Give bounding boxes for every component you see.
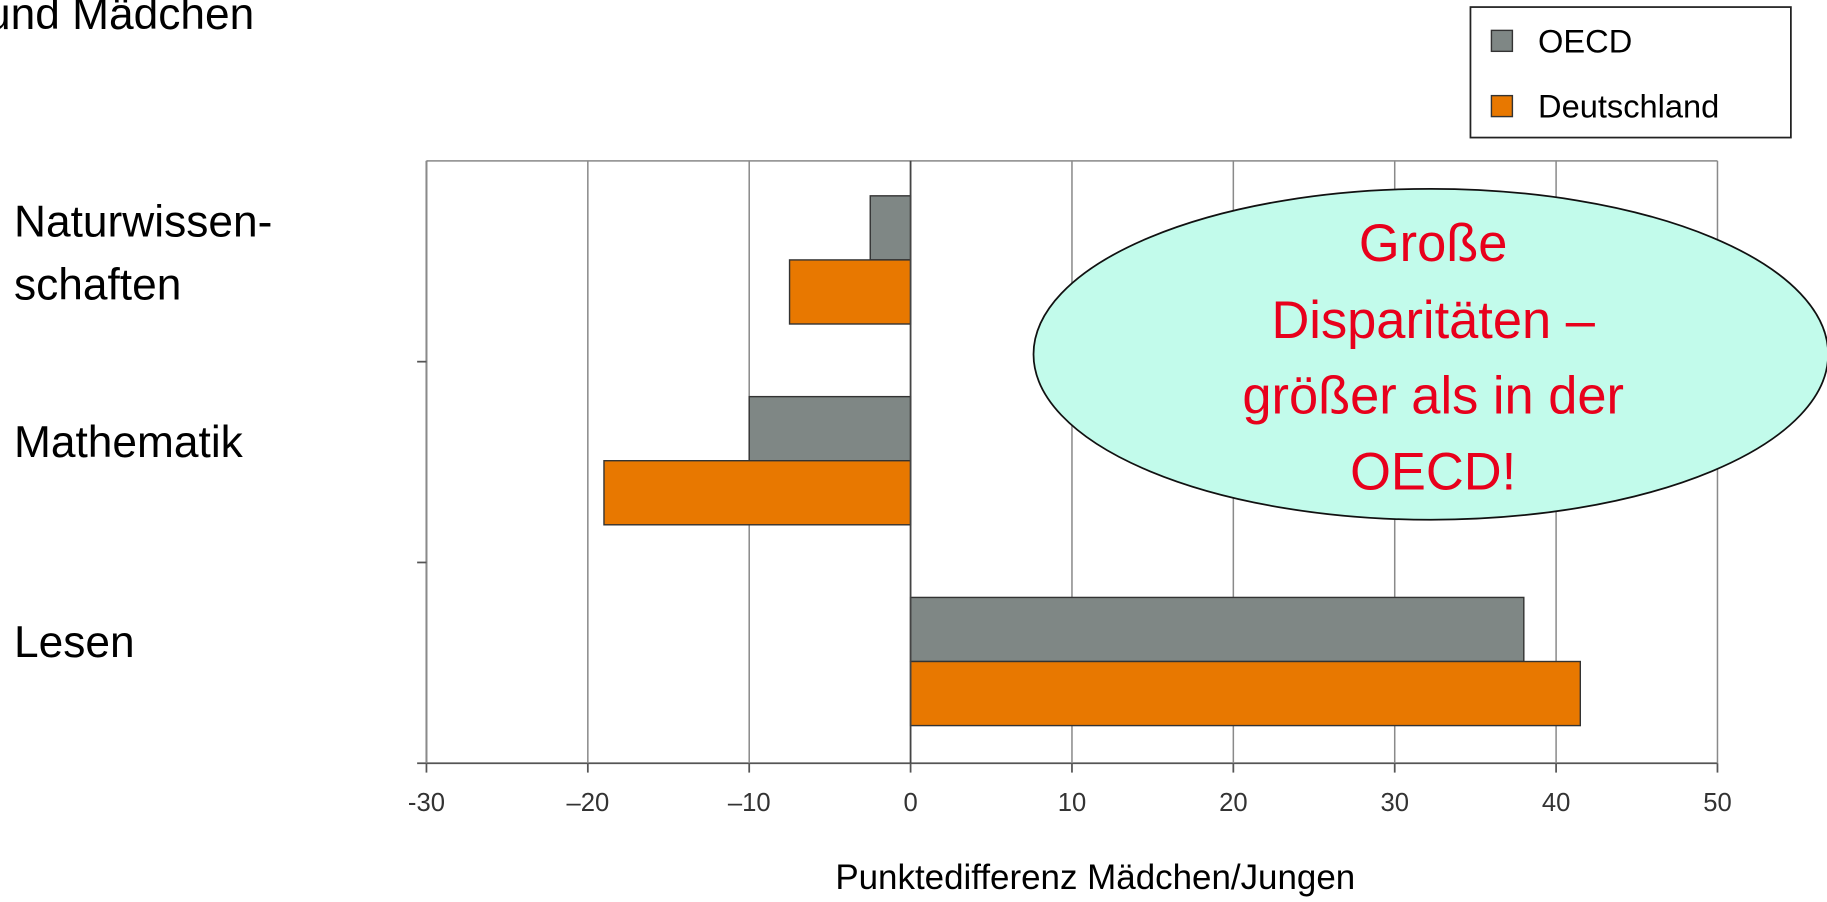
legend-swatch (1490, 94, 1514, 118)
legend-label: Deutschland (1538, 88, 1719, 125)
category-label-box: Mathematik (13, 417, 243, 467)
callout-text: OECD! (1350, 443, 1516, 501)
category-label-box: Naturwissen- schaften (13, 198, 273, 311)
x-tick-label: -30 (408, 789, 445, 817)
x-axis-label: Punktedifferenz Mädchen/Jungen (835, 858, 1355, 897)
category-label-box: Lesen (13, 618, 135, 668)
bar (748, 395, 912, 462)
x-tick-label: 50 (1703, 789, 1732, 817)
callout-text: größer als in der (1242, 368, 1624, 426)
category-label: Lesen (13, 618, 135, 668)
x-tick-label: 0 (903, 789, 917, 817)
callout (1032, 188, 1827, 521)
bar (869, 195, 912, 261)
legend-label: OECD (1538, 23, 1632, 60)
x-tick-label: 10 (1058, 789, 1087, 817)
x-tick-label: 20 (1219, 789, 1248, 817)
bar (909, 596, 1525, 663)
x-tick-label: 30 (1380, 789, 1409, 817)
x-tick-label: –10 (728, 789, 771, 817)
category-label: Mathematik (13, 417, 243, 467)
category-label: Naturwissen- schaften (13, 198, 273, 311)
chart-title: und Mädchen (0, 0, 254, 39)
callout-text: Große (1359, 215, 1508, 273)
x-tick-label: 40 (1542, 789, 1571, 817)
bar (603, 460, 912, 526)
legend-box (1469, 6, 1792, 139)
legend-swatch (1490, 29, 1514, 53)
bar (788, 259, 912, 325)
bar (909, 660, 1582, 727)
callout-text: Disparitäten – (1271, 292, 1595, 350)
x-tick-label: –20 (566, 789, 609, 817)
